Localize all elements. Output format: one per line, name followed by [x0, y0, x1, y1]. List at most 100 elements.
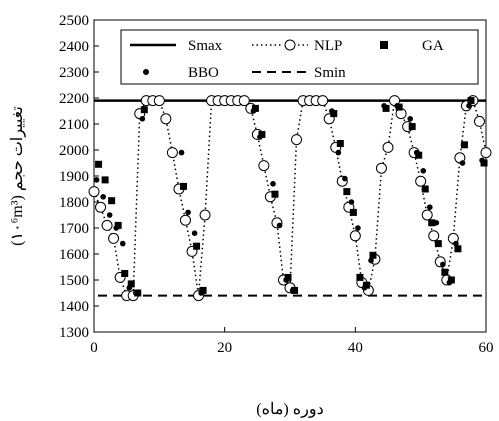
- nlp-point: [258, 160, 270, 172]
- nlp-point: [375, 162, 387, 174]
- ga-point: [369, 251, 377, 259]
- ga-point: [114, 221, 122, 229]
- nlp-point: [473, 115, 485, 127]
- nlp-point: [153, 95, 165, 107]
- bbo-point: [257, 134, 263, 140]
- ga-point: [441, 268, 449, 276]
- nlp-point: [415, 175, 427, 187]
- nlp-point: [428, 230, 440, 242]
- bbo-point: [270, 181, 276, 187]
- nlp-point: [317, 95, 329, 107]
- nlp-point: [101, 219, 113, 231]
- y-tick-label: 1400: [59, 299, 89, 315]
- bbo-point: [191, 230, 198, 236]
- bbo-point: [100, 194, 106, 200]
- bbo-point: [420, 168, 427, 174]
- ga-point: [428, 219, 436, 227]
- y-tick-label: 2400: [59, 39, 89, 55]
- ga-point: [284, 273, 292, 281]
- ga-point: [251, 104, 259, 112]
- ga-point: [434, 240, 442, 248]
- bbo-point: [381, 103, 387, 109]
- ga-point: [330, 110, 338, 118]
- y-tick-label: 1800: [59, 195, 89, 211]
- bbo-point: [139, 116, 146, 122]
- y-tick-label: 1600: [59, 247, 89, 263]
- bbo-point: [453, 240, 459, 247]
- y-tick-label: 2200: [59, 91, 89, 107]
- ga-point: [349, 208, 357, 216]
- ga-point: [415, 151, 423, 159]
- y-tick-label: 2500: [59, 13, 89, 29]
- bbo-point: [440, 261, 446, 268]
- bbo-point: [113, 225, 120, 231]
- bbo-point: [394, 103, 400, 109]
- bbo-point: [459, 160, 466, 166]
- bbo-point: [413, 149, 420, 156]
- y-tick-label: 2000: [59, 143, 89, 159]
- y-axis-label-text: تغییرات حجم (۱۰⁶m³): [9, 106, 26, 246]
- ga-point: [460, 141, 468, 149]
- ga-point: [199, 286, 207, 294]
- y-tick-label: 1900: [59, 169, 89, 185]
- nlp-point: [179, 214, 191, 226]
- legend-bbo-marker: [143, 69, 149, 75]
- bbo-point: [433, 220, 440, 226]
- ga-point: [101, 176, 109, 184]
- bbo-point: [93, 177, 100, 183]
- legend-nlp-marker: [284, 39, 296, 51]
- ga-point: [421, 185, 429, 193]
- ga-point: [336, 140, 344, 147]
- ga-point: [343, 188, 351, 196]
- bbo-point: [185, 209, 191, 216]
- ga-point: [382, 104, 390, 112]
- bbo-point: [329, 108, 335, 114]
- legend: Smax NLP GA BBO Smin: [120, 29, 479, 85]
- ga-point: [454, 245, 462, 253]
- bbo-point: [119, 240, 126, 247]
- x-tick-label: 40: [348, 340, 363, 356]
- legend-smin-label: Smin: [314, 65, 346, 81]
- y-axis-label: تغییرات حجم (۱۰⁶m³): [9, 106, 26, 246]
- ga-point: [467, 97, 475, 105]
- bbo-point: [427, 204, 433, 210]
- bbo-point: [355, 225, 361, 231]
- legend-box: [120, 29, 479, 85]
- nlp-point: [421, 209, 433, 221]
- nlp-point: [238, 95, 250, 107]
- bbo-point: [198, 290, 204, 296]
- legend-ga-label: GA: [422, 38, 444, 54]
- ga-point: [356, 273, 364, 281]
- nlp-point: [160, 113, 172, 125]
- y-tick-label: 2300: [59, 65, 89, 81]
- ga-point: [193, 242, 201, 250]
- legend-smax-label: Smax: [188, 38, 223, 54]
- bbo-point: [289, 287, 296, 294]
- bbo-point: [407, 116, 414, 122]
- nlp-point: [88, 186, 100, 198]
- series-marks: [88, 95, 492, 302]
- ga-point: [271, 190, 279, 198]
- nlp-point: [199, 209, 211, 221]
- y-axis: 1300 1400 1500 1600 1700 1800 1900 2000 2100 2200…: [59, 13, 99, 341]
- bbo-point: [178, 149, 185, 156]
- nlp-point: [95, 201, 107, 213]
- ga-point: [121, 270, 129, 277]
- ga-point: [180, 182, 188, 190]
- ga-point: [127, 280, 135, 288]
- ga-point: [480, 159, 488, 167]
- bbo-point: [276, 222, 283, 229]
- ga-point: [362, 281, 370, 289]
- x-tick-label: 20: [217, 340, 232, 356]
- legend-nlp-label: NLP: [314, 38, 342, 54]
- bbo-point: [348, 199, 355, 205]
- ga-point: [95, 160, 103, 168]
- ga-point: [258, 130, 266, 138]
- bbo-point: [361, 285, 368, 291]
- nlp-point: [480, 147, 492, 159]
- ga-point: [447, 276, 455, 284]
- bbo-point: [250, 108, 257, 114]
- y-tick-label: 1500: [59, 273, 89, 289]
- bbo-point: [335, 149, 342, 156]
